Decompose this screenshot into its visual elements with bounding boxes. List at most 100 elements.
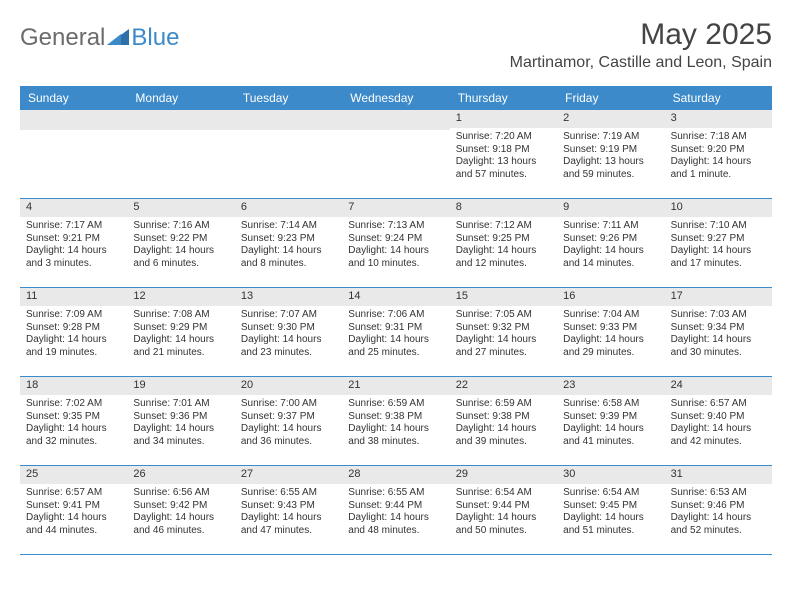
day-details: Sunrise: 7:13 AMSunset: 9:24 PMDaylight:… <box>342 217 449 274</box>
day-number: 5 <box>127 199 234 217</box>
daylight-text-line2: and 14 minutes. <box>563 258 658 271</box>
sunset-text: Sunset: 9:44 PM <box>456 500 551 513</box>
day-cell: 10Sunrise: 7:10 AMSunset: 9:27 PMDayligh… <box>665 199 772 287</box>
day-cell: 1Sunrise: 7:20 AMSunset: 9:18 PMDaylight… <box>450 110 557 198</box>
day-cell: 5Sunrise: 7:16 AMSunset: 9:22 PMDaylight… <box>127 199 234 287</box>
sunrise-text: Sunrise: 7:05 AM <box>456 309 551 322</box>
sunrise-text: Sunrise: 7:13 AM <box>348 220 443 233</box>
day-details: Sunrise: 6:55 AMSunset: 9:44 PMDaylight:… <box>342 484 449 541</box>
weekday-header: Tuesday <box>235 86 342 110</box>
daylight-text-line2: and 38 minutes. <box>348 436 443 449</box>
weekday-header-row: Sunday Monday Tuesday Wednesday Thursday… <box>20 86 772 110</box>
sunrise-text: Sunrise: 7:17 AM <box>26 220 121 233</box>
day-cell: 19Sunrise: 7:01 AMSunset: 9:36 PMDayligh… <box>127 377 234 465</box>
daylight-text-line2: and 1 minute. <box>671 169 766 182</box>
daylight-text-line2: and 23 minutes. <box>241 347 336 360</box>
day-details: Sunrise: 7:20 AMSunset: 9:18 PMDaylight:… <box>450 128 557 185</box>
day-number: 2 <box>557 110 664 128</box>
day-cell: 12Sunrise: 7:08 AMSunset: 9:29 PMDayligh… <box>127 288 234 376</box>
sunrise-text: Sunrise: 7:11 AM <box>563 220 658 233</box>
daylight-text-line1: Daylight: 14 hours <box>241 423 336 436</box>
day-details: Sunrise: 6:56 AMSunset: 9:42 PMDaylight:… <box>127 484 234 541</box>
day-cell: 7Sunrise: 7:13 AMSunset: 9:24 PMDaylight… <box>342 199 449 287</box>
day-number: 12 <box>127 288 234 306</box>
day-number: 21 <box>342 377 449 395</box>
sunset-text: Sunset: 9:27 PM <box>671 233 766 246</box>
day-cell <box>342 110 449 198</box>
sunrise-text: Sunrise: 7:07 AM <box>241 309 336 322</box>
sunrise-text: Sunrise: 6:56 AM <box>133 487 228 500</box>
sunset-text: Sunset: 9:42 PM <box>133 500 228 513</box>
location-text: Martinamor, Castille and Leon, Spain <box>510 54 772 72</box>
day-cell: 6Sunrise: 7:14 AMSunset: 9:23 PMDaylight… <box>235 199 342 287</box>
daylight-text-line1: Daylight: 14 hours <box>456 423 551 436</box>
day-cell: 28Sunrise: 6:55 AMSunset: 9:44 PMDayligh… <box>342 466 449 554</box>
day-cell: 2Sunrise: 7:19 AMSunset: 9:19 PMDaylight… <box>557 110 664 198</box>
day-cell: 26Sunrise: 6:56 AMSunset: 9:42 PMDayligh… <box>127 466 234 554</box>
day-number <box>342 110 449 130</box>
daylight-text-line2: and 30 minutes. <box>671 347 766 360</box>
day-details: Sunrise: 7:09 AMSunset: 9:28 PMDaylight:… <box>20 306 127 363</box>
day-number: 15 <box>450 288 557 306</box>
daylight-text-line2: and 8 minutes. <box>241 258 336 271</box>
day-number: 14 <box>342 288 449 306</box>
weekday-header: Friday <box>557 86 664 110</box>
daylight-text-line1: Daylight: 14 hours <box>348 334 443 347</box>
daylight-text-line1: Daylight: 14 hours <box>456 245 551 258</box>
sunset-text: Sunset: 9:33 PM <box>563 322 658 335</box>
daylight-text-line1: Daylight: 14 hours <box>456 334 551 347</box>
day-cell: 18Sunrise: 7:02 AMSunset: 9:35 PMDayligh… <box>20 377 127 465</box>
week-row: 18Sunrise: 7:02 AMSunset: 9:35 PMDayligh… <box>20 377 772 466</box>
day-details: Sunrise: 7:05 AMSunset: 9:32 PMDaylight:… <box>450 306 557 363</box>
day-number: 24 <box>665 377 772 395</box>
brand-general: General <box>20 24 105 52</box>
sunrise-text: Sunrise: 6:58 AM <box>563 398 658 411</box>
daylight-text-line1: Daylight: 14 hours <box>671 334 766 347</box>
day-cell: 17Sunrise: 7:03 AMSunset: 9:34 PMDayligh… <box>665 288 772 376</box>
sunrise-text: Sunrise: 6:54 AM <box>563 487 658 500</box>
month-title: May 2025 <box>510 18 772 52</box>
sunset-text: Sunset: 9:34 PM <box>671 322 766 335</box>
day-cell: 24Sunrise: 6:57 AMSunset: 9:40 PMDayligh… <box>665 377 772 465</box>
daylight-text-line1: Daylight: 14 hours <box>26 334 121 347</box>
day-cell: 29Sunrise: 6:54 AMSunset: 9:44 PMDayligh… <box>450 466 557 554</box>
sunrise-text: Sunrise: 7:14 AM <box>241 220 336 233</box>
sunrise-text: Sunrise: 6:59 AM <box>348 398 443 411</box>
week-row: 4Sunrise: 7:17 AMSunset: 9:21 PMDaylight… <box>20 199 772 288</box>
day-number: 31 <box>665 466 772 484</box>
day-cell: 30Sunrise: 6:54 AMSunset: 9:45 PMDayligh… <box>557 466 664 554</box>
weekday-header: Sunday <box>20 86 127 110</box>
sunset-text: Sunset: 9:32 PM <box>456 322 551 335</box>
day-number <box>20 110 127 130</box>
day-cell: 23Sunrise: 6:58 AMSunset: 9:39 PMDayligh… <box>557 377 664 465</box>
day-cell: 4Sunrise: 7:17 AMSunset: 9:21 PMDaylight… <box>20 199 127 287</box>
day-cell: 15Sunrise: 7:05 AMSunset: 9:32 PMDayligh… <box>450 288 557 376</box>
title-block: May 2025 Martinamor, Castille and Leon, … <box>510 18 772 80</box>
daylight-text-line2: and 57 minutes. <box>456 169 551 182</box>
daylight-text-line2: and 3 minutes. <box>26 258 121 271</box>
sunset-text: Sunset: 9:23 PM <box>241 233 336 246</box>
day-cell <box>235 110 342 198</box>
sunset-text: Sunset: 9:36 PM <box>133 411 228 424</box>
daylight-text-line1: Daylight: 14 hours <box>671 156 766 169</box>
sunset-text: Sunset: 9:26 PM <box>563 233 658 246</box>
day-details: Sunrise: 7:11 AMSunset: 9:26 PMDaylight:… <box>557 217 664 274</box>
day-number: 29 <box>450 466 557 484</box>
daylight-text-line2: and 46 minutes. <box>133 525 228 538</box>
sunset-text: Sunset: 9:20 PM <box>671 144 766 157</box>
day-details: Sunrise: 7:02 AMSunset: 9:35 PMDaylight:… <box>20 395 127 452</box>
day-number: 17 <box>665 288 772 306</box>
daylight-text-line2: and 12 minutes. <box>456 258 551 271</box>
day-cell: 16Sunrise: 7:04 AMSunset: 9:33 PMDayligh… <box>557 288 664 376</box>
sunset-text: Sunset: 9:46 PM <box>671 500 766 513</box>
sunset-text: Sunset: 9:19 PM <box>563 144 658 157</box>
day-details: Sunrise: 7:14 AMSunset: 9:23 PMDaylight:… <box>235 217 342 274</box>
daylight-text-line1: Daylight: 14 hours <box>563 245 658 258</box>
sunrise-text: Sunrise: 7:18 AM <box>671 131 766 144</box>
day-number <box>127 110 234 130</box>
sunrise-text: Sunrise: 6:53 AM <box>671 487 766 500</box>
sunset-text: Sunset: 9:22 PM <box>133 233 228 246</box>
day-details: Sunrise: 6:54 AMSunset: 9:45 PMDaylight:… <box>557 484 664 541</box>
sunset-text: Sunset: 9:18 PM <box>456 144 551 157</box>
sunrise-text: Sunrise: 7:09 AM <box>26 309 121 322</box>
